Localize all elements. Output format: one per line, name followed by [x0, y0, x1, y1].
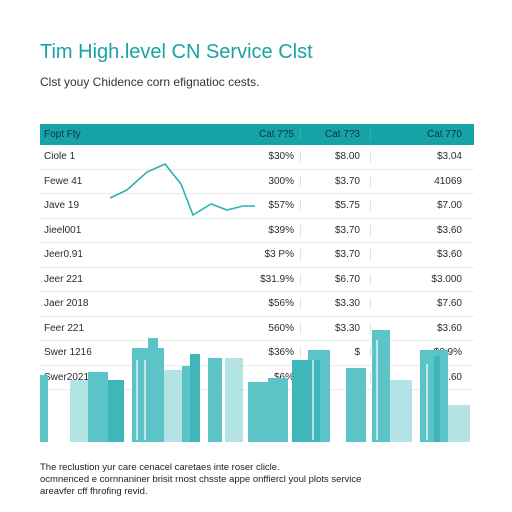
table-cell: Jeer 221: [44, 273, 83, 285]
footer-line: ocmnenced e cornnaniner brisit rnost chs…: [40, 474, 362, 485]
table-cell: Swer 1216: [44, 347, 92, 359]
table-cell: 41069: [370, 175, 474, 187]
table-cell: $36%: [268, 347, 294, 359]
table-cell: $3.70: [300, 175, 370, 187]
city-skyline-illustration: [40, 330, 470, 442]
table-cell: Jaer 2018: [44, 298, 89, 310]
table-row: Jieel001 $39% $3.70 $3.60: [40, 219, 474, 243]
table-cell: $3.60: [370, 371, 474, 383]
table-row: Jeer0.91 $3 P% $3.70 $3.60: [40, 243, 474, 268]
table-cell: $3.04: [370, 151, 474, 163]
table-cell: $6%: [273, 371, 294, 383]
page-title: Tim High.level CN Service Clst: [40, 41, 313, 63]
table-cell: $6.70: [300, 273, 370, 285]
table-cell: $3.60: [370, 224, 474, 236]
table-row: Jaer 2018 $56% $3.30 $7.60: [40, 292, 474, 317]
table-row: Fewe 41 300% $3.70 41069: [40, 170, 474, 194]
table-cell: $31.9%: [260, 273, 294, 285]
column-header: Cat 7?3: [300, 129, 370, 140]
table-cell: $39%: [268, 224, 294, 236]
table-cell: $56%: [268, 298, 294, 310]
column-header: Fopt Fty: [44, 129, 81, 140]
trend-line: [109, 163, 255, 217]
table-row: Ciole 1 $30% $8.00 $3.04: [40, 145, 474, 170]
page-subtitle: Clst youy Chidence corn efignatioc cests…: [40, 75, 260, 89]
table-cell: Jeer0.91: [44, 249, 83, 261]
table-cell: $7.60: [370, 298, 474, 310]
table-cell: 560%: [268, 322, 294, 334]
footer-line: areavfer cff fhrofing revid.: [40, 486, 148, 497]
table-cell: Fewe 41: [44, 175, 83, 187]
table-cell: Ciole 1: [44, 151, 76, 163]
table-cell: $5.75: [300, 200, 370, 212]
table-cell: $3.70: [300, 224, 370, 236]
trend-line-graphic: [109, 163, 255, 217]
footer-note: The reclustion yur care cenacel caretaes…: [40, 462, 480, 498]
table-row: Jeer 221 $31.9% $6.70 $3.000: [40, 268, 474, 292]
table-cell: $: [300, 347, 370, 359]
table-header: Fopt Fty Cat 7?5 Cat 7?3 Cat 770: [40, 124, 474, 145]
table-cell: $7.00: [370, 200, 474, 212]
table-cell: 300%: [268, 175, 294, 187]
column-header: Cat 770: [370, 129, 474, 140]
table-cell: $3 P%: [264, 249, 294, 261]
table-row: Feer 221 560% $3.30 $3.60: [40, 317, 474, 341]
column-header: Cat 7?5: [258, 129, 294, 140]
footer-line: The reclustion yur care cenacel caretaes…: [40, 462, 280, 473]
table-cell: $3.30: [300, 322, 370, 334]
table-cell: $3.70: [300, 249, 370, 261]
table-cell: $57%: [268, 200, 294, 212]
table-cell: Jave 19: [44, 200, 80, 212]
table-cell: $3.60: [370, 249, 474, 261]
table-cell: $3.30: [300, 298, 370, 310]
table-cell: Swer2021: [44, 371, 90, 383]
table-cell: $30%: [268, 151, 294, 163]
table-cell: Feer 221: [44, 322, 85, 334]
table-cell: $8.00: [300, 151, 370, 163]
table-cell: $3.60: [370, 322, 474, 334]
table-row: Jave 19 $57% $5.75 $7.00: [40, 194, 474, 219]
table-cell: Jieel001: [44, 224, 82, 236]
table-cell: $3.000: [370, 273, 474, 285]
